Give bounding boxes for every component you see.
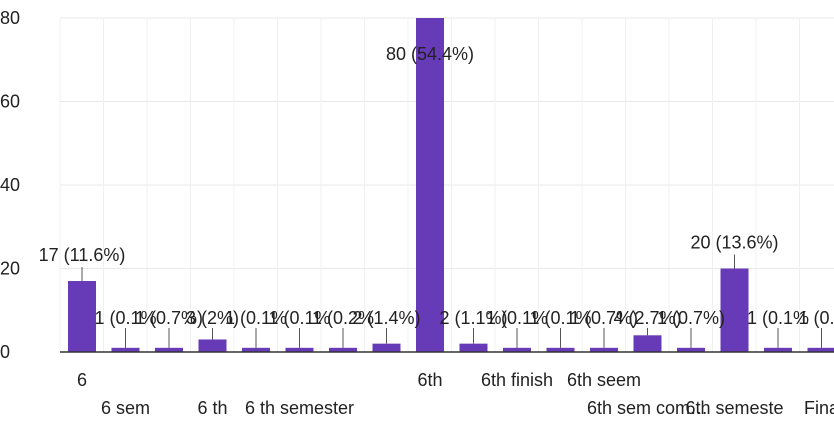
x-axis-ticks: 6 6 sem 6 th 6 th semester 6th 6th finish 6th … (60, 352, 834, 418)
x-tick-label: 6 (77, 370, 87, 390)
x-tick-label: 6th finish (481, 370, 553, 390)
y-tick-label: 0 (0, 342, 10, 362)
bar (416, 18, 444, 352)
bar (68, 281, 96, 352)
data-label: 17 (11.6%) (39, 245, 126, 265)
x-tick-label: 6 th semester (245, 398, 354, 418)
y-axis-ticks: 0 20 40 60 80 (0, 8, 20, 362)
bar (634, 335, 662, 352)
x-tick-label: 6th (417, 370, 442, 390)
bar (199, 339, 227, 352)
x-tick-label: 6 sem (101, 398, 150, 418)
y-tick-label: 40 (0, 175, 20, 195)
data-label: 80 (54.4%) (386, 44, 474, 64)
y-tick-label: 60 (0, 92, 20, 112)
data-label: 1 (0.1 (798, 308, 834, 328)
bar (373, 344, 401, 352)
data-label: 20 (13.6%) (690, 233, 778, 253)
bar (460, 344, 488, 352)
data-label: 1 (0.7%) (657, 308, 725, 328)
x-tick-label: Fina (804, 398, 834, 418)
x-tick-label: 6 th (197, 398, 227, 418)
grid-layer (60, 18, 834, 352)
x-tick-label: 6th seem (567, 370, 641, 390)
y-tick-label: 20 (0, 259, 20, 279)
data-label: 2 (1.4%) (352, 308, 420, 328)
x-tick-label: 6th semeste (685, 398, 783, 418)
y-tick-label: 80 (0, 8, 20, 28)
